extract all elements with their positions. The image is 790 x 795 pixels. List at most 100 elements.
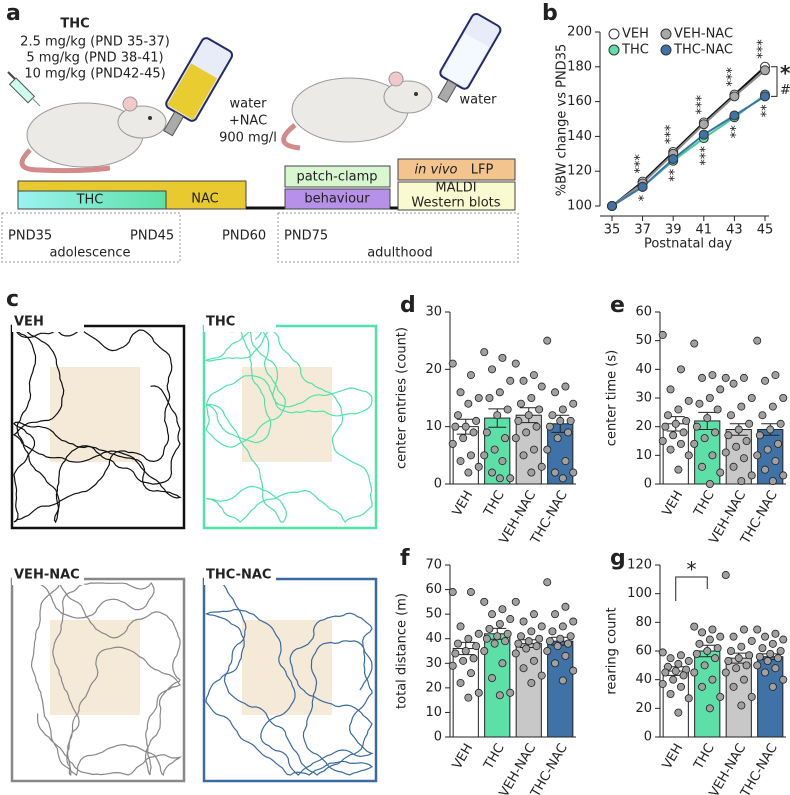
data-point: [768, 682, 777, 691]
data-point: [739, 454, 748, 463]
y-tick-label: 0: [644, 477, 652, 492]
period-label: adolescence: [49, 246, 130, 261]
data-point: [524, 411, 533, 420]
data-point: [690, 622, 699, 631]
data-point: [503, 629, 512, 638]
y-tick-label: 20: [425, 362, 442, 377]
data-point: [684, 694, 693, 703]
data-point: [739, 373, 748, 382]
data-point: [558, 676, 567, 685]
data-point: [747, 692, 756, 701]
data-point: [679, 428, 688, 437]
data-point: [514, 416, 523, 425]
marker: [698, 129, 709, 140]
bottle-icon: [163, 37, 234, 137]
legend-label: THC: [621, 43, 649, 58]
data-point: [537, 671, 546, 680]
data-point: [566, 416, 575, 425]
data-point: [669, 431, 678, 440]
legend-label: THC-NAC: [673, 43, 733, 58]
y-tick-label: 10: [425, 705, 442, 720]
data-point: [726, 411, 735, 420]
data-point: [556, 634, 565, 643]
data-point: [556, 416, 565, 425]
data-point: [537, 622, 546, 631]
data-point: [522, 428, 531, 437]
data-point: [516, 632, 525, 641]
data-point: [716, 632, 725, 641]
dose: 2.5 mg/kg (PND 35-37): [20, 35, 170, 50]
x-tick-label: 39: [665, 223, 682, 238]
data-point: [724, 657, 733, 666]
data-point: [663, 411, 672, 420]
thc-bar: [17, 190, 167, 210]
box-label: in vivo: [415, 163, 458, 178]
data-point: [464, 693, 473, 702]
y-tick-label: 140: [567, 129, 592, 144]
legend-label: VEH-NAC: [674, 27, 733, 42]
data-point: [564, 639, 573, 648]
y-tick-label: 80: [635, 615, 652, 630]
data-point: [698, 373, 707, 382]
data-point: [545, 637, 554, 646]
data-point: [448, 439, 457, 448]
data-point: [514, 639, 523, 648]
y-tick-label: 60: [635, 644, 652, 659]
data-point: [558, 405, 567, 414]
data-point: [737, 402, 746, 411]
data-point: [569, 666, 578, 675]
data-point: [755, 652, 764, 661]
data-point: [774, 654, 783, 663]
data-point: [721, 668, 730, 677]
significance-mark: **: [729, 125, 744, 139]
data-point: [666, 654, 675, 663]
arena-border: [10, 324, 186, 530]
data-point: [742, 661, 751, 670]
data-point: [768, 402, 777, 411]
bottle-label: +NAC: [229, 114, 267, 129]
data-point: [753, 336, 762, 345]
data-point: [495, 691, 504, 700]
comparison-bracket: [771, 66, 778, 97]
data-point: [501, 434, 510, 443]
data-point: [529, 445, 538, 454]
data-point: [451, 649, 460, 658]
data-point: [488, 468, 497, 477]
data-point: [711, 654, 720, 663]
data-point: [506, 474, 515, 483]
panel-letter: b: [542, 1, 558, 26]
y-tick-label: 30: [635, 391, 652, 406]
legend-swatch: [608, 44, 620, 56]
data-point: [692, 649, 701, 658]
center-zone: [242, 620, 332, 715]
data-point: [739, 625, 748, 634]
data-point: [674, 465, 683, 474]
data-point: [747, 636, 756, 645]
data-point: [758, 411, 767, 420]
data-point: [708, 625, 717, 634]
data-point: [488, 610, 497, 619]
data-point: [716, 692, 725, 701]
y-tick-label: 20: [425, 680, 442, 695]
data-point: [690, 339, 699, 348]
data-point: [456, 622, 465, 631]
data-point: [464, 634, 473, 643]
data-point: [524, 637, 533, 646]
legend-swatch: [660, 28, 672, 40]
data-point: [779, 471, 788, 480]
y-tick-label: 40: [425, 631, 442, 646]
data-point: [708, 451, 717, 460]
data-point: [771, 457, 780, 466]
y-tick-label: 100: [567, 199, 592, 214]
significance-mark: ***: [698, 146, 713, 166]
data-point: [456, 457, 465, 466]
data-point: [469, 428, 478, 437]
center-zone: [50, 620, 140, 715]
marker: [637, 181, 648, 192]
data-point: [716, 385, 725, 394]
data-point: [674, 405, 683, 414]
data-point: [461, 647, 470, 656]
data-point: [503, 405, 512, 414]
significance-mark: ***: [664, 124, 679, 144]
y-tick-label: 0: [644, 730, 652, 745]
